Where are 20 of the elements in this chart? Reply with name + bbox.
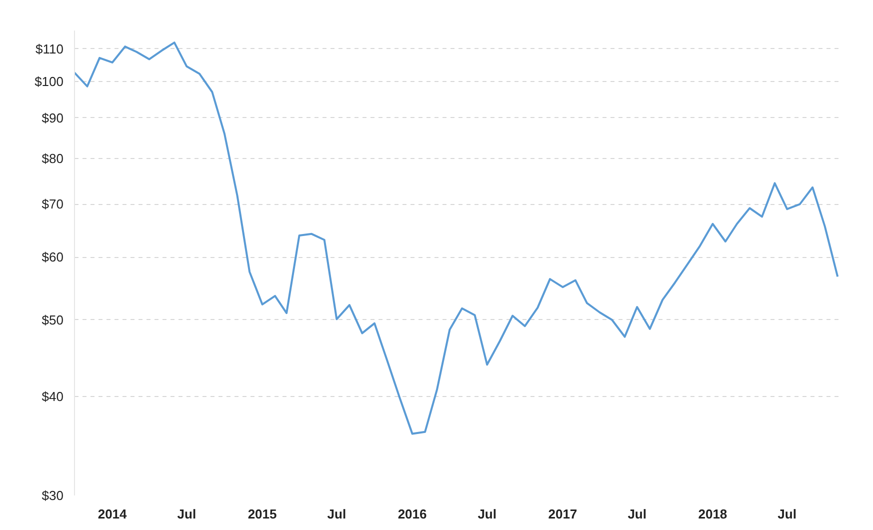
y-tick-label: $90	[42, 110, 64, 126]
x-tick-label: 2016	[398, 506, 427, 522]
x-tick-label: Jul	[778, 506, 796, 522]
x-tick-label: Jul	[478, 506, 496, 522]
x-tick-label: 2017	[548, 506, 578, 522]
x-tick-label: 2018	[698, 506, 728, 522]
x-tick-label: Jul	[327, 506, 346, 522]
y-tick-label: $70	[42, 196, 64, 212]
x-tick-label: 2014	[98, 506, 128, 522]
y-tick-label: $50	[42, 312, 64, 328]
x-tick-label: Jul	[628, 506, 646, 522]
y-tick-label: $110	[36, 41, 64, 56]
y-tick-label: $80	[42, 150, 64, 166]
line-series	[74, 42, 839, 435]
y-tick-label: $30	[42, 488, 64, 503]
y-tick-label: $40	[42, 389, 64, 404]
y-tick-label: $60	[42, 250, 64, 265]
x-tick-label: Jul	[177, 506, 196, 522]
x-tick-label: 2015	[248, 506, 277, 522]
y-tick-label: $100	[34, 74, 64, 90]
